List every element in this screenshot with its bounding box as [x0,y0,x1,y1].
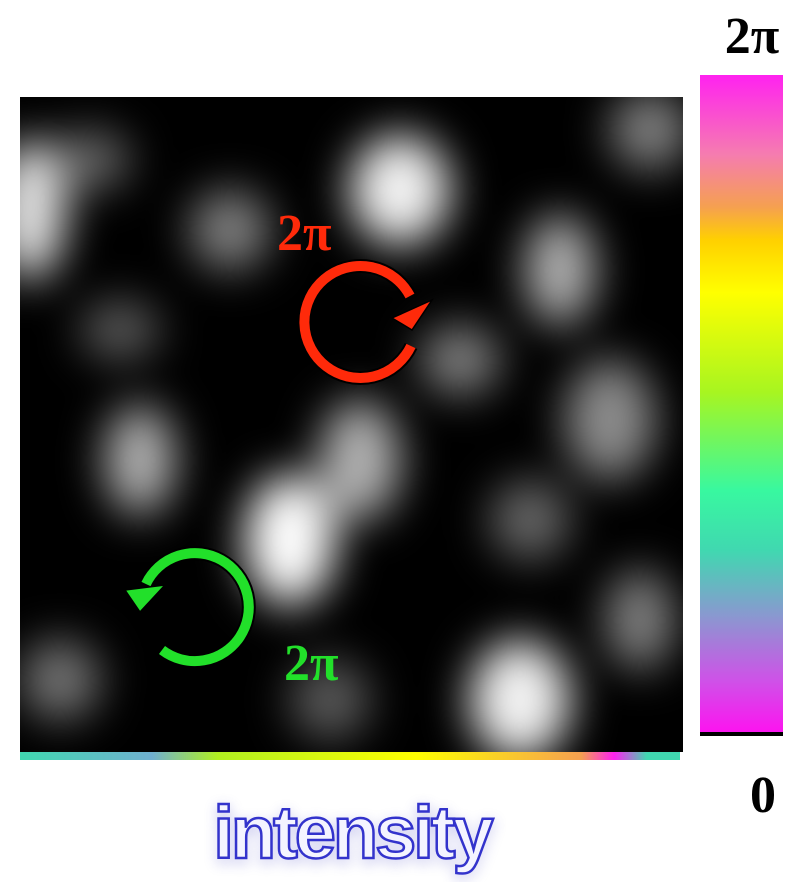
figure: 2π 2π 2π 0 intensity intensity [0,0,799,882]
colorbar-end [700,732,783,736]
colorbar [700,75,783,735]
red-label: 2π [277,205,332,262]
caption: intensity [213,791,493,874]
green-label: 2π [284,635,339,692]
colorbar-min: 0 [750,767,776,824]
speckle-image [0,90,690,760]
colorbar-max: 2π [725,8,780,65]
phase-strip [20,752,680,760]
